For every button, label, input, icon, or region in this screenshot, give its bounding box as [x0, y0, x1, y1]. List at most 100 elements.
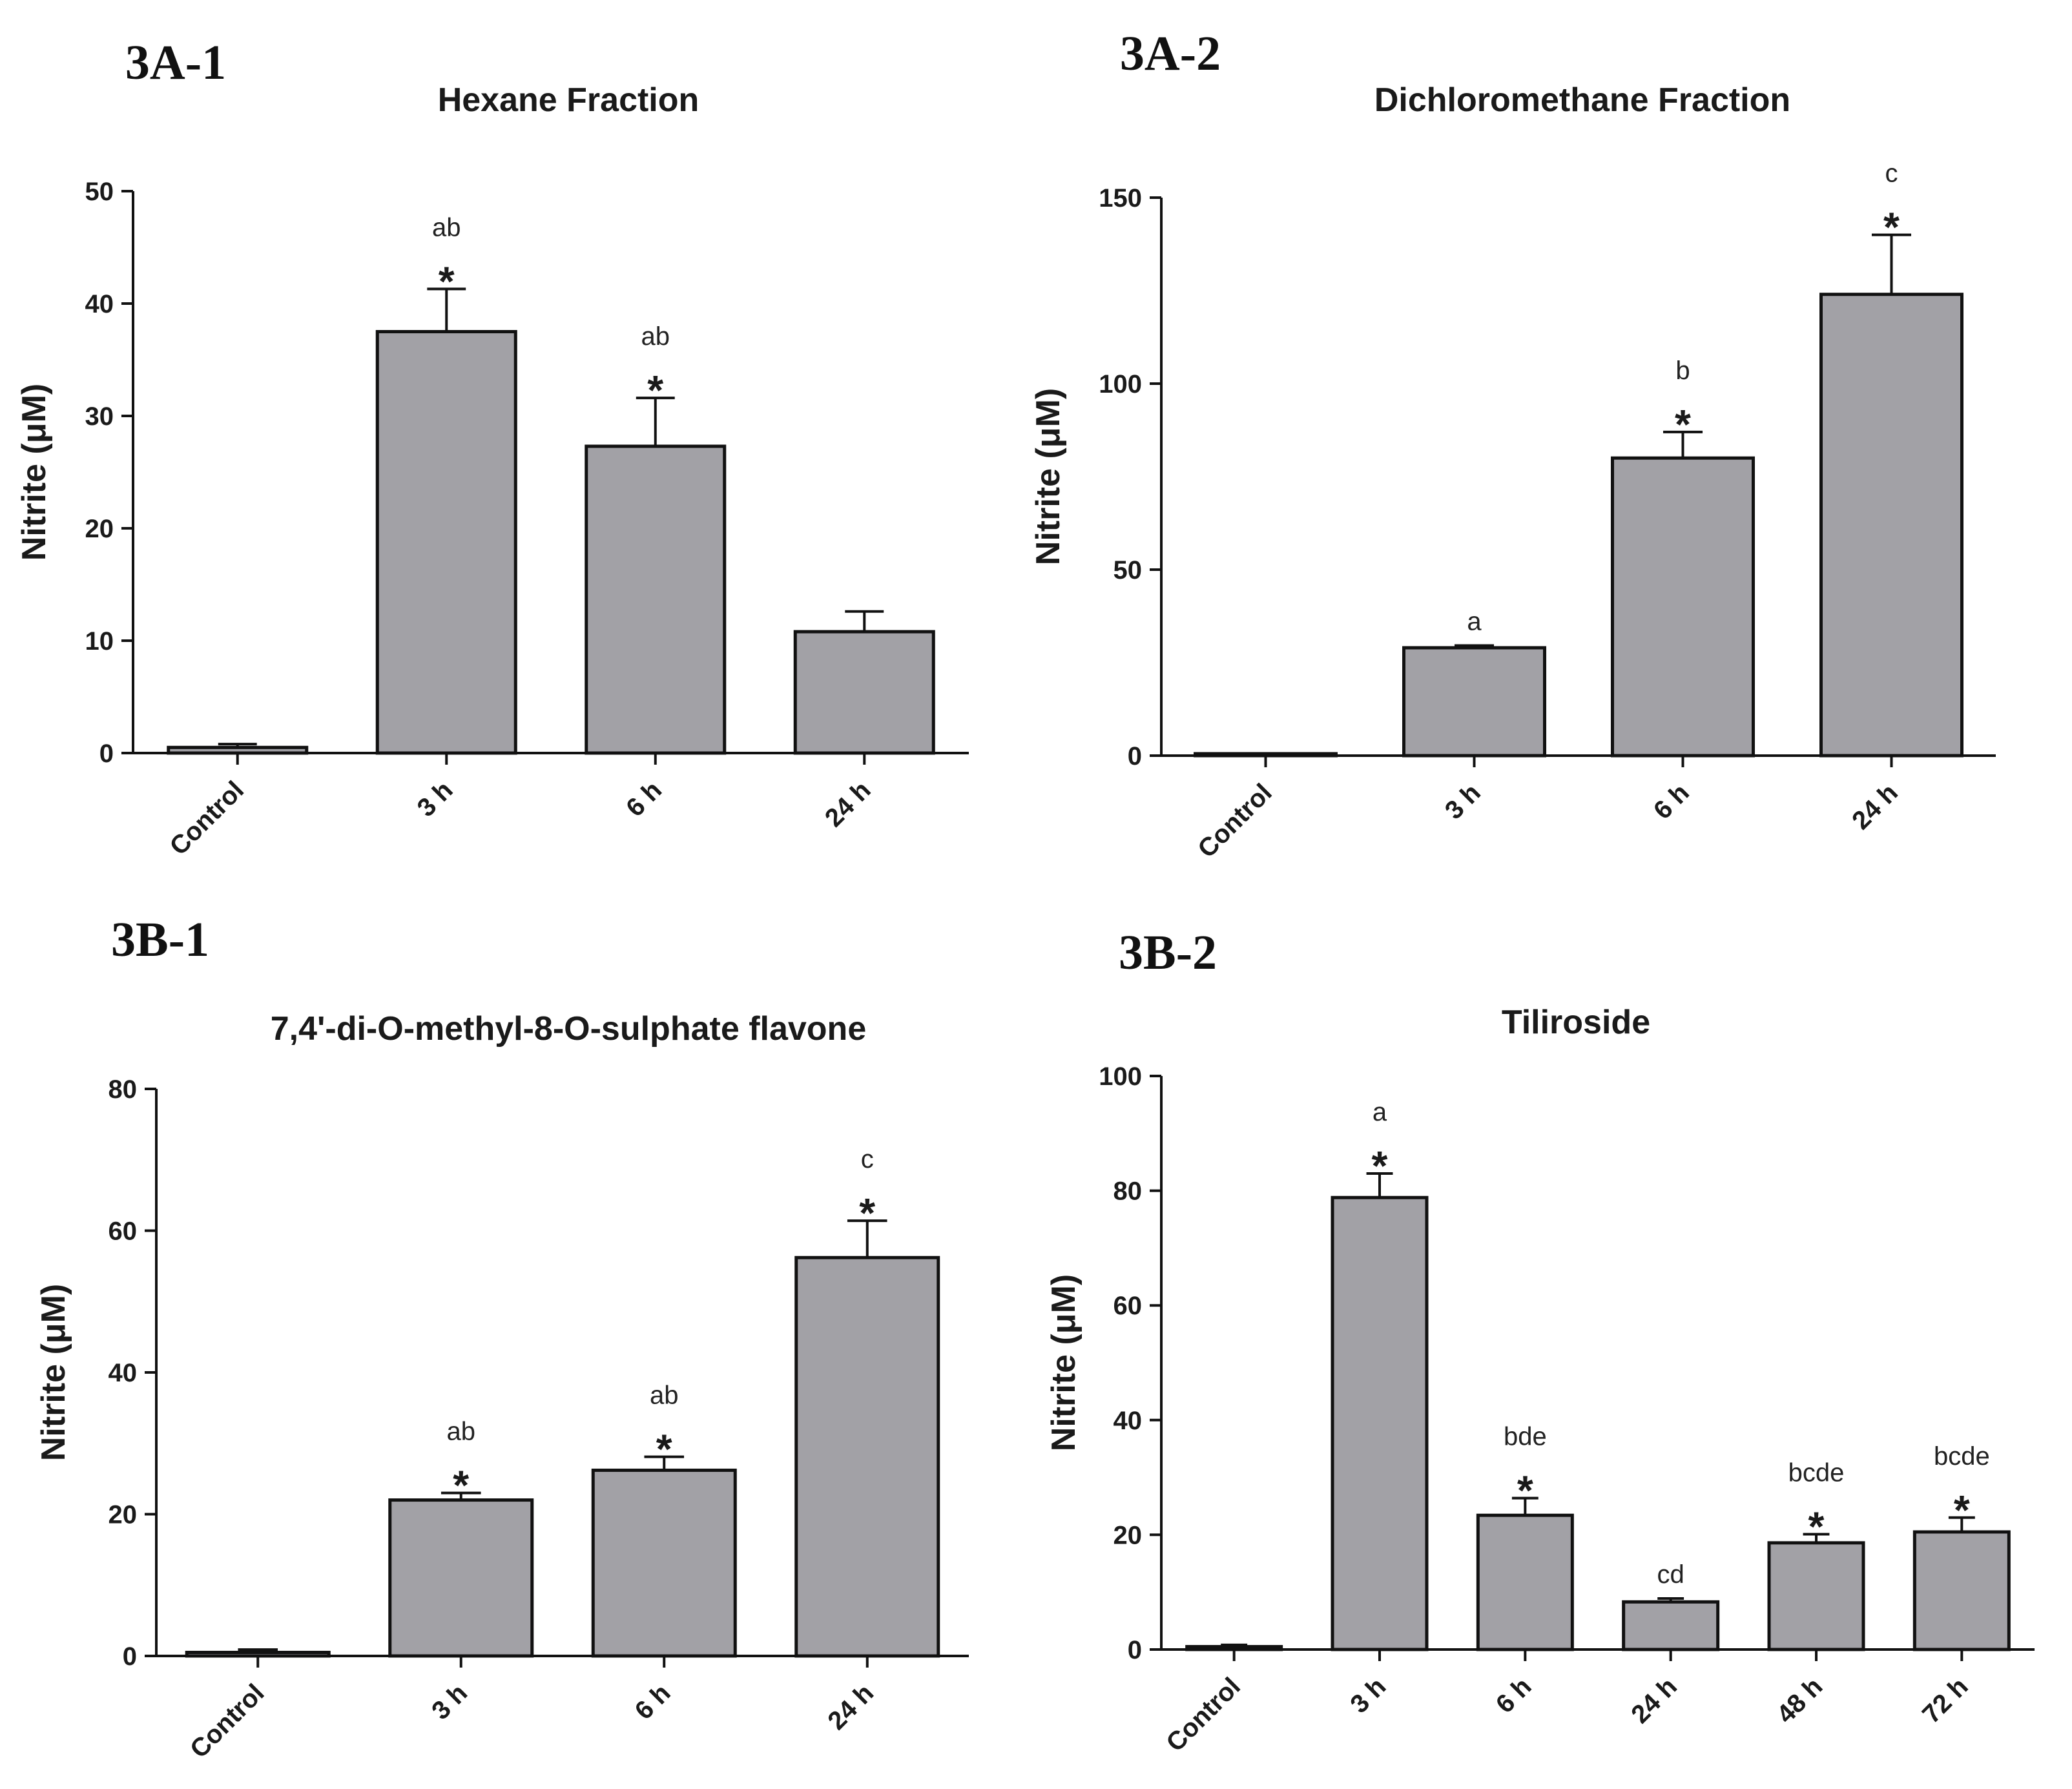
bar-3-h — [1402, 646, 1546, 758]
bar-6-h — [1611, 456, 1755, 758]
y-tick-label: 0 — [99, 739, 114, 768]
bar-3-h — [388, 1498, 534, 1658]
x-tick-label: 6 h — [1648, 778, 1695, 825]
error-bar — [1663, 430, 1703, 459]
error-bar — [1366, 1172, 1393, 1198]
significance-star: * — [1372, 1143, 1388, 1189]
y-tick-label: 0 — [1128, 1636, 1142, 1664]
y-tick-label: 60 — [1114, 1292, 1143, 1320]
significance-letter: cd — [1657, 1560, 1684, 1589]
significance-star: * — [1675, 401, 1691, 448]
significance-letter: b — [1675, 357, 1690, 385]
y-tick-label: 10 — [85, 627, 114, 656]
y-axis-label: Nitrite (μM) — [1045, 1274, 1083, 1451]
significance-letter: ab — [641, 322, 670, 351]
y-axis-label: Nitrite (μM) — [1030, 388, 1067, 565]
significance-letter: a — [1373, 1098, 1387, 1126]
significance-star: * — [1808, 1504, 1825, 1550]
significance-letter: ab — [432, 213, 461, 242]
error-bar — [1511, 1496, 1538, 1516]
y-tick-label: 0 — [1128, 742, 1142, 770]
error-bar — [218, 743, 257, 748]
y-tick-label: 60 — [109, 1217, 138, 1246]
significance-star: * — [1517, 1467, 1533, 1514]
error-bar — [644, 1455, 685, 1471]
bar-24-h — [793, 630, 935, 755]
x-tick-label: 24 h — [822, 1679, 879, 1735]
panel-label: 3B-2 — [1119, 926, 1217, 980]
significance-star: * — [1883, 204, 1900, 251]
error-bar — [1948, 1516, 1975, 1532]
y-tick-label: 20 — [85, 515, 114, 543]
significance-star: * — [647, 367, 663, 413]
error-bar — [1803, 1533, 1830, 1543]
y-tick-label: 50 — [85, 178, 114, 206]
x-tick-label: Control — [1161, 1672, 1246, 1757]
panel-label: 3A-1 — [125, 36, 226, 90]
chart-panel-3B-2: 3B-2 Tiliroside Nitrite (μM) * a * bde cd * bcde *… — [1045, 926, 2035, 1757]
significance-letter: bde — [1504, 1423, 1547, 1451]
significance-star: * — [1954, 1487, 1970, 1533]
x-tick-label: 48 h — [1772, 1672, 1829, 1729]
panel-label: 3B-1 — [111, 913, 209, 967]
error-bar — [427, 287, 466, 332]
chart-panel-3A-2: 3A-2 Dichloromethane Fraction Nitrite (μM)… — [1030, 26, 1996, 863]
y-tick-label: 100 — [1099, 370, 1142, 398]
bar-24-h — [1819, 293, 1963, 758]
bar-3-h — [375, 330, 517, 755]
error-bar — [845, 610, 884, 632]
x-tick-label: 6 h — [1491, 1672, 1537, 1719]
bar-72-h — [1912, 1530, 2011, 1651]
chart-title: Dichloromethane Fraction — [1374, 81, 1790, 119]
y-axis-label: Nitrite (μM) — [35, 1284, 72, 1461]
significance-letter: bcde — [1788, 1459, 1845, 1487]
chart-title: 7,4'-di-O-methyl-8-O-sulphate flavone — [271, 1010, 867, 1048]
y-tick-label: 40 — [109, 1359, 138, 1387]
chart-title: Tiliroside — [1502, 1004, 1650, 1041]
y-tick-label: 40 — [85, 290, 114, 318]
bar-24-h — [1622, 1600, 1720, 1651]
x-tick-label: 72 h — [1917, 1672, 1974, 1729]
y-tick-label: 80 — [1114, 1177, 1143, 1206]
y-tick-label: 30 — [85, 402, 114, 431]
significance-star: * — [656, 1426, 672, 1473]
significance-star: * — [453, 1462, 469, 1509]
error-bar — [847, 1219, 887, 1258]
x-tick-label: Control — [1192, 778, 1278, 863]
x-tick-label: 6 h — [630, 1679, 676, 1725]
x-tick-label: Control — [185, 1679, 270, 1764]
panel-label: 3A-2 — [1120, 26, 1221, 81]
chart-panel-3B-1: 3B-1 7,4'-di-O-methyl-8-O-sulphate flavon… — [35, 913, 969, 1764]
y-tick-label: 40 — [1114, 1407, 1143, 1435]
significance-letter: ab — [650, 1381, 679, 1410]
bar-24-h — [794, 1256, 940, 1658]
y-tick-label: 0 — [123, 1642, 137, 1671]
y-tick-label: 100 — [1099, 1062, 1142, 1091]
x-tick-label: 24 h — [820, 776, 876, 832]
chart-title: Hexane Fraction — [438, 81, 699, 119]
bar-3-h — [1331, 1195, 1429, 1651]
y-tick-label: 50 — [1114, 556, 1143, 584]
error-bar — [1221, 1643, 1248, 1647]
bar-6-h — [585, 444, 727, 755]
y-tick-label: 80 — [109, 1075, 138, 1104]
x-tick-label: 3 h — [1440, 778, 1486, 825]
bar-6-h — [591, 1468, 737, 1658]
significance-star: * — [859, 1190, 875, 1236]
chart-panel-3A-1: 3A-1 Hexane Fraction Nitrite (μM) * ab * ab 0 10… — [16, 36, 969, 861]
y-tick-label: 20 — [1114, 1521, 1143, 1549]
error-bar — [636, 397, 675, 446]
x-tick-label: 24 h — [1626, 1672, 1683, 1729]
error-bar — [1657, 1597, 1684, 1602]
bar-48-h — [1767, 1541, 1865, 1651]
x-tick-label: 6 h — [621, 776, 667, 822]
x-tick-label: 24 h — [1847, 778, 1903, 835]
error-bar — [440, 1491, 481, 1500]
y-tick-label: 20 — [109, 1501, 138, 1529]
x-tick-label: Control — [164, 776, 249, 861]
y-axis-label: Nitrite (μM) — [16, 384, 53, 561]
significance-letter: c — [861, 1145, 874, 1174]
y-tick-label: 150 — [1099, 184, 1142, 212]
significance-star: * — [439, 258, 455, 304]
